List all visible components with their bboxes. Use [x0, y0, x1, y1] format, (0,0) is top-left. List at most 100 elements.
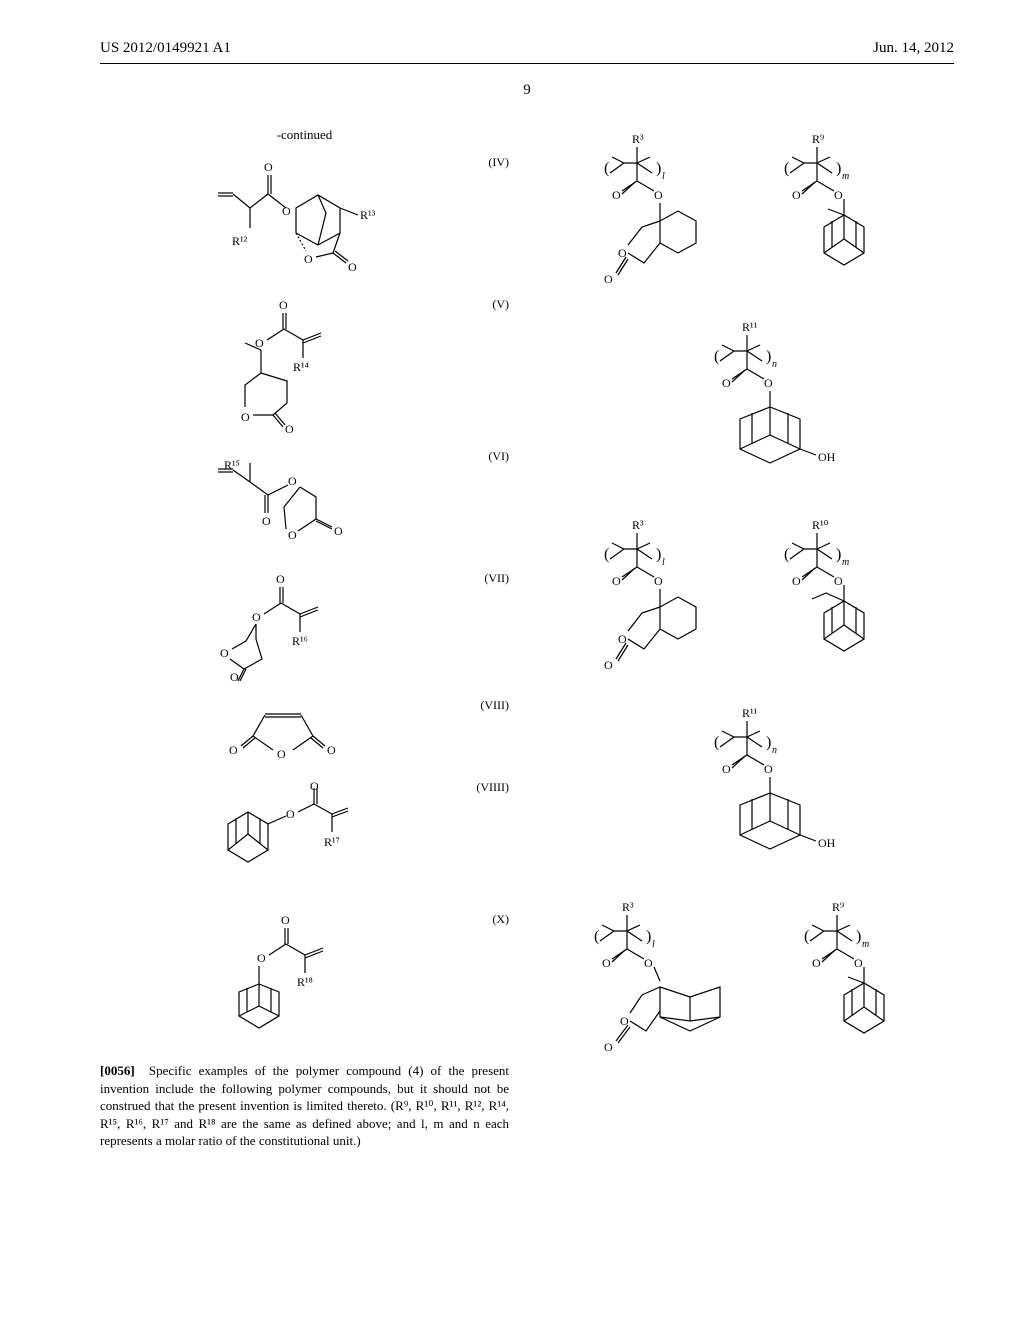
svg-text:O: O — [722, 376, 731, 390]
structure-v-svg: O O R¹⁴ O — [100, 295, 465, 435]
svg-text:R⁹: R⁹ — [812, 132, 824, 146]
svg-text:O: O — [722, 762, 731, 776]
svg-text:R³: R³ — [632, 518, 644, 532]
svg-text:O: O — [304, 252, 313, 266]
right-column: R³ ) ( l O O — [545, 127, 954, 1150]
svg-text:(: ( — [604, 546, 609, 563]
structure-viiii: O O R¹⁷ (VIIII) — [100, 778, 509, 898]
svg-text:): ) — [656, 546, 661, 563]
svg-text:O: O — [241, 410, 250, 424]
paragraph-0056: [0056] Specific examples of the polymer … — [100, 1062, 509, 1150]
svg-text:O: O — [310, 779, 319, 793]
svg-text:): ) — [836, 546, 841, 563]
svg-text:R⁹: R⁹ — [832, 900, 844, 914]
svg-text:O: O — [792, 188, 801, 202]
svg-text:R¹⁵: R¹⁵ — [224, 458, 240, 472]
columns: -continued R¹² O — [100, 127, 954, 1150]
svg-text:R³: R³ — [622, 900, 634, 914]
svg-text:O: O — [277, 747, 286, 761]
structure-iv: R¹² O O R¹³ O — [100, 153, 509, 283]
svg-text:O: O — [279, 298, 288, 312]
structure-vi-svg: R¹⁵ O O O O — [100, 447, 465, 557]
svg-text:R¹⁶: R¹⁶ — [292, 634, 308, 648]
svg-text:OH: OH — [818, 836, 836, 850]
structure-vi: R¹⁵ O O O O — [100, 447, 509, 557]
svg-text:l: l — [662, 557, 665, 568]
svg-text:O: O — [288, 474, 297, 488]
svg-text:O: O — [262, 514, 271, 528]
svg-text:O: O — [252, 610, 261, 624]
header: US 2012/0149921 A1 Jun. 14, 2012 — [100, 40, 954, 57]
svg-text:R¹⁴: R¹⁴ — [293, 360, 309, 374]
svg-text:O: O — [257, 951, 266, 965]
svg-text:O: O — [264, 160, 273, 174]
svg-text:R¹⁰: R¹⁰ — [812, 518, 829, 532]
roman-viii: (VIII) — [465, 696, 509, 713]
structure-x-svg: O O R¹⁸ — [100, 910, 465, 1050]
svg-text:(: ( — [784, 546, 789, 563]
svg-text:O: O — [230, 670, 239, 684]
svg-text:l: l — [652, 939, 655, 950]
svg-text:O: O — [348, 260, 357, 274]
roman-vii: (VII) — [465, 569, 509, 586]
svg-text:O: O — [602, 956, 611, 970]
svg-text:n: n — [772, 745, 777, 756]
svg-text:m: m — [842, 557, 849, 568]
left-column: -continued R¹² O — [100, 127, 509, 1150]
svg-text:R¹¹: R¹¹ — [742, 706, 758, 720]
page-number: 9 — [100, 82, 954, 99]
polymer-5: R³ ) ( l O O — [545, 895, 954, 1085]
svg-text:O: O — [654, 574, 663, 588]
svg-text:O: O — [282, 204, 291, 218]
svg-text:O: O — [281, 913, 290, 927]
svg-text:O: O — [834, 188, 843, 202]
roman-viiii: (VIIII) — [465, 778, 509, 795]
svg-text:m: m — [862, 939, 869, 950]
svg-text:(: ( — [714, 348, 719, 365]
svg-text:): ) — [656, 160, 661, 177]
roman-iv: (IV) — [465, 153, 509, 170]
para-text: Specific examples of the polymer compoun… — [100, 1063, 509, 1148]
para-num: [0056] — [100, 1063, 135, 1078]
structure-viii: O O O (VIII) — [100, 696, 509, 766]
structure-v: O O R¹⁴ O — [100, 295, 509, 435]
svg-text:m: m — [842, 171, 849, 182]
pub-date: Jun. 14, 2012 — [873, 40, 954, 57]
svg-text:): ) — [766, 734, 771, 751]
continued-label: -continued — [100, 127, 509, 143]
svg-text:O: O — [220, 646, 229, 660]
svg-text:O: O — [288, 528, 297, 542]
roman-x: (X) — [465, 910, 509, 927]
svg-text:O: O — [604, 658, 613, 672]
svg-text:O: O — [764, 376, 773, 390]
polymer-1: R³ ) ( l O O — [545, 127, 954, 307]
patent-number: US 2012/0149921 A1 — [100, 40, 231, 57]
structure-vii: O O R¹⁶ O — [100, 569, 509, 684]
svg-text:): ) — [856, 928, 861, 945]
svg-text:O: O — [604, 272, 613, 286]
svg-text:R¹⁸: R¹⁸ — [297, 975, 313, 989]
svg-text:R¹²: R¹² — [232, 234, 248, 248]
svg-text:O: O — [286, 807, 295, 821]
svg-text:n: n — [772, 359, 777, 370]
svg-text:): ) — [766, 348, 771, 365]
polymer-3: R³ ) ( l O O — [545, 513, 954, 693]
svg-text:(: ( — [784, 160, 789, 177]
svg-text:O: O — [654, 188, 663, 202]
svg-text:O: O — [285, 422, 294, 435]
svg-text:(: ( — [714, 734, 719, 751]
polymer-2: R¹¹ ) ( n O O — [545, 315, 954, 495]
structure-x: O O R¹⁸ — [100, 910, 509, 1050]
page: US 2012/0149921 A1 Jun. 14, 2012 9 -cont… — [0, 0, 1024, 1320]
svg-text:O: O — [792, 574, 801, 588]
svg-text:(: ( — [804, 928, 809, 945]
svg-text:O: O — [834, 574, 843, 588]
svg-text:l: l — [662, 171, 665, 182]
svg-text:(: ( — [604, 160, 609, 177]
svg-text:O: O — [764, 762, 773, 776]
structure-viiii-svg: O O R¹⁷ — [100, 778, 465, 898]
svg-text:O: O — [334, 524, 343, 538]
header-rule — [100, 63, 954, 64]
svg-text:OH: OH — [818, 450, 836, 464]
svg-text:O: O — [612, 574, 621, 588]
